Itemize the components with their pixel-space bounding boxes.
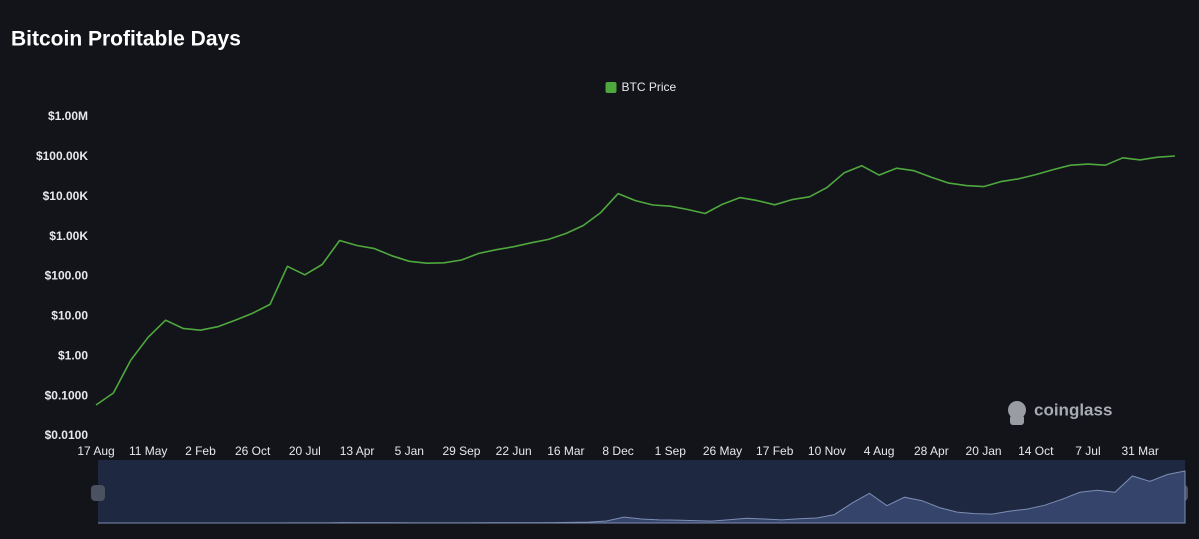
x-tick-label: 14 Oct bbox=[1018, 444, 1054, 458]
y-tick-label: $1.00M bbox=[48, 109, 88, 123]
x-tick-label: 5 Jan bbox=[395, 444, 424, 458]
x-tick-label: 29 Sep bbox=[442, 444, 480, 458]
y-tick-label: $1.00K bbox=[49, 229, 88, 243]
x-tick-label: 7 Jul bbox=[1075, 444, 1100, 458]
navigator-area bbox=[98, 470, 1186, 524]
watermark-icon bbox=[1008, 401, 1026, 425]
x-tick-label: 20 Jul bbox=[289, 444, 321, 458]
x-tick-label: 8 Dec bbox=[602, 444, 633, 458]
x-tick-label: 17 Feb bbox=[756, 444, 794, 458]
x-tick-label: 11 May bbox=[129, 444, 167, 458]
chart-title: Bitcoin Profitable Days bbox=[11, 28, 241, 51]
y-tick-label: $1.00 bbox=[58, 348, 88, 362]
x-tick-label: 1 Sep bbox=[655, 444, 687, 458]
x-tick-label: 28 Apr bbox=[914, 444, 949, 458]
x-tick-label: 26 May bbox=[703, 444, 742, 458]
navigator-handle[interactable] bbox=[91, 485, 105, 501]
y-tick-label: $10.00K bbox=[43, 189, 89, 203]
y-tick-label: $0.1000 bbox=[45, 388, 89, 402]
x-tick-label: 4 Aug bbox=[864, 444, 895, 458]
legend-swatch bbox=[605, 82, 617, 93]
x-tick-label: 20 Jan bbox=[966, 444, 1002, 458]
y-tick-label: $100.00 bbox=[45, 269, 89, 283]
y-tick-label: $100.00K bbox=[36, 149, 88, 163]
x-tick-label: 2 Feb bbox=[185, 444, 216, 458]
x-tick-label: 13 Apr bbox=[340, 444, 375, 458]
x-tick-label: 22 Jun bbox=[496, 444, 532, 458]
x-tick-label: 16 Mar bbox=[547, 444, 584, 458]
x-tick-label: 31 Mar bbox=[1122, 444, 1159, 458]
x-tick-label: 17 Aug bbox=[77, 444, 114, 458]
x-tick-label: 26 Oct bbox=[235, 444, 271, 458]
x-tick-label: 10 Nov bbox=[808, 444, 846, 458]
y-tick-label: $0.0100 bbox=[45, 428, 89, 442]
price-line bbox=[95, 155, 1176, 406]
y-tick-label: $10.00 bbox=[51, 309, 88, 323]
watermark: coinglass bbox=[1034, 400, 1112, 419]
legend-label: BTC Price bbox=[622, 80, 677, 94]
